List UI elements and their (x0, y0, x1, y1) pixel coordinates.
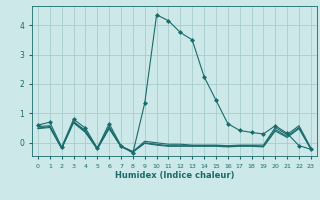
X-axis label: Humidex (Indice chaleur): Humidex (Indice chaleur) (115, 171, 234, 180)
